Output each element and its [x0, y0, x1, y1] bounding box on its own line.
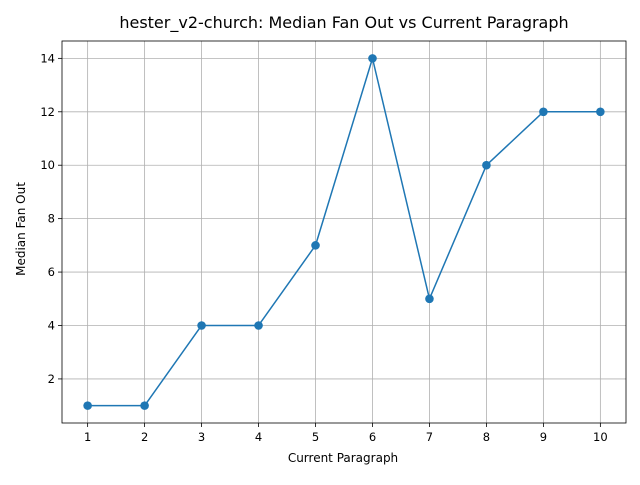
axes-frame	[61, 40, 627, 424]
x-tick-label: 3	[198, 430, 205, 444]
y-axis-label: Median Fan Out	[14, 182, 28, 276]
data-point	[140, 401, 149, 410]
y-tick-label: 4	[48, 318, 55, 332]
x-tick-label: 5	[312, 430, 319, 444]
x-tick-label: 9	[540, 430, 547, 444]
x-tick-label: 1	[84, 430, 91, 444]
x-tick-label: 8	[483, 430, 490, 444]
x-tick-label: 6	[369, 430, 376, 444]
y-tick-label: 10	[40, 158, 55, 172]
y-tick-label: 12	[40, 105, 55, 119]
y-tick-label: 6	[48, 265, 55, 279]
data-point	[83, 401, 92, 410]
data-point	[311, 241, 320, 250]
series-line	[87, 57, 601, 407]
y-tick-label: 2	[48, 372, 55, 386]
data-point	[425, 294, 434, 304]
chart-title: hester_v2-church: Median Fan Out vs Curr…	[119, 13, 568, 33]
data-series	[83, 54, 605, 410]
data-point	[368, 54, 377, 63]
data-point	[596, 107, 605, 117]
y-tick-label: 8	[48, 212, 55, 226]
x-tick-label: 4	[255, 430, 262, 444]
data-point	[254, 321, 263, 330]
grid-lines	[62, 41, 626, 423]
x-tick-label: 2	[141, 430, 148, 444]
x-axis-ticks: 1 2 3 4 5 6 7 8 9 10	[84, 423, 608, 444]
y-tick-label: 14	[40, 51, 55, 65]
data-point	[539, 107, 548, 117]
data-point	[197, 321, 206, 330]
x-tick-label: 7	[426, 430, 433, 444]
y-axis-ticks: 2 4 6 8 10 12 14	[40, 51, 62, 386]
x-axis-label: Current Paragraph	[288, 451, 398, 465]
plot-frame	[61, 40, 627, 424]
x-tick-label: 10	[593, 430, 608, 444]
data-point	[482, 160, 491, 170]
